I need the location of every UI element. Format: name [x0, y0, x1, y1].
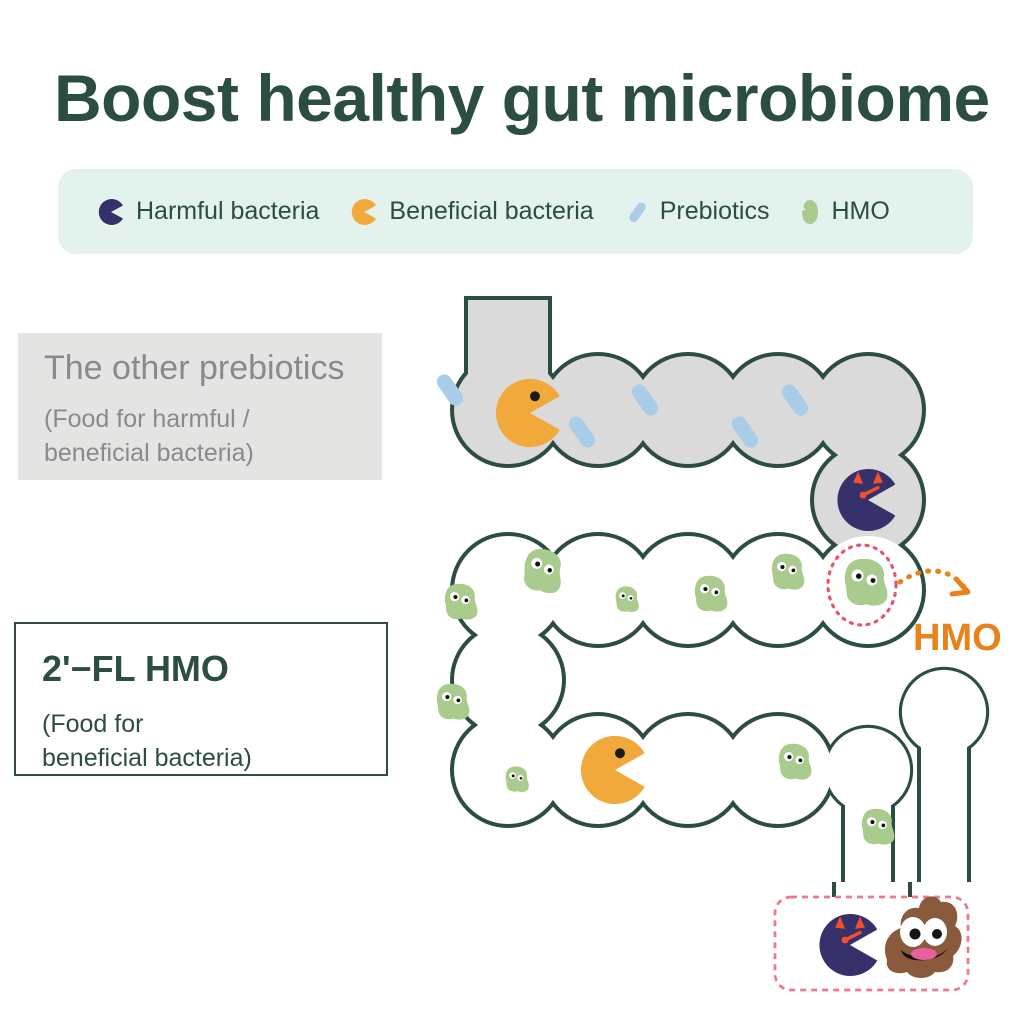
svg-text:HMO: HMO — [913, 617, 1002, 659]
